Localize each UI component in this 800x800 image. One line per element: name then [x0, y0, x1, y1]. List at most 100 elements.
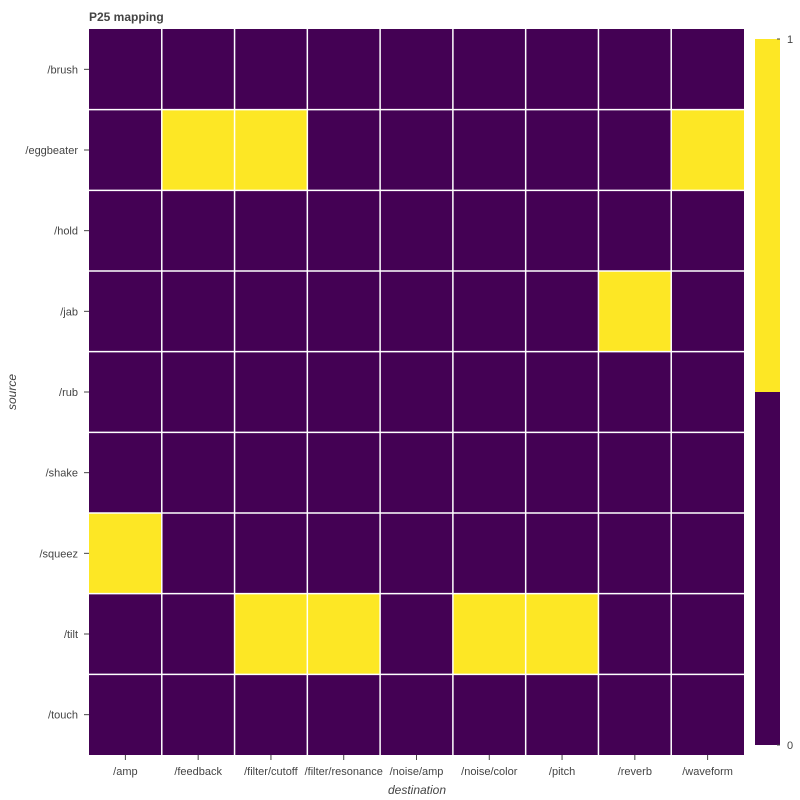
x-tick-label: /feedback [174, 766, 222, 778]
heatmap-cell [161, 593, 235, 675]
heatmap-cell [525, 271, 599, 352]
heatmap-cell [89, 513, 162, 594]
heatmap-cell [89, 432, 162, 513]
heatmap-cell [598, 190, 672, 271]
heatmap-cell [452, 513, 526, 594]
heatmap-cell [307, 513, 381, 594]
heatmap-cell [234, 432, 308, 513]
heatmap-cell [234, 513, 308, 594]
heatmap-cell [525, 190, 599, 271]
colorbar-low-segment [755, 392, 780, 745]
heatmap-cell [307, 674, 381, 755]
heatmap-cell [598, 109, 672, 191]
y-tick-label: /tilt [64, 629, 78, 641]
heatmap-cell [161, 29, 235, 110]
x-tick-label: /reverb [618, 766, 652, 778]
heatmap-cell [307, 351, 381, 433]
heatmap-cell [598, 674, 672, 755]
heatmap-cell [452, 674, 526, 755]
heatmap-cell [380, 29, 453, 110]
colorbar-tick-label: 1 [787, 34, 793, 46]
heatmap-cell [89, 351, 162, 433]
heatmap-cell [671, 29, 744, 110]
heatmap-cell [161, 271, 235, 352]
y-axis-ticks: /brush/eggbeater/hold/jab/rub/shake/sque… [25, 64, 89, 722]
heatmap-cell [671, 190, 744, 271]
heatmap-cell [525, 109, 599, 191]
y-axis-label: source [5, 374, 19, 410]
y-tick-label: /squeez [39, 548, 78, 560]
heatmap-cell [380, 674, 453, 755]
heatmap-cell [307, 109, 381, 191]
heatmap-cell [525, 593, 599, 675]
heatmap-cell [380, 351, 453, 433]
colorbar-tick-label: 0 [787, 740, 793, 752]
y-tick-label: /hold [54, 226, 78, 238]
heatmap-cell [234, 351, 308, 433]
x-tick-label: /filter/cutoff [244, 766, 299, 778]
heatmap-cell [380, 109, 453, 191]
heatmap-cell [234, 190, 308, 271]
chart-title: P25 mapping [89, 10, 164, 24]
heatmap-cell [380, 513, 453, 594]
y-tick-label: /brush [47, 64, 78, 76]
heatmap-cell [525, 513, 599, 594]
heatmap-cell [161, 351, 235, 433]
heatmap-cell [161, 674, 235, 755]
x-tick-label: /waveform [682, 766, 733, 778]
colorbar-high-segment [755, 39, 780, 392]
heatmap-cell [452, 190, 526, 271]
heatmap-cell [234, 29, 308, 110]
heatmap-cell [161, 190, 235, 271]
x-axis-ticks: /amp/feedback/filter/cutoff/filter/reson… [113, 755, 733, 778]
heatmap-cell [671, 513, 744, 594]
heatmap-cell [380, 593, 453, 675]
heatmap-cell [307, 593, 381, 675]
heatmap-cell [89, 190, 162, 271]
heatmap-cell [89, 109, 162, 191]
heatmap-cell [89, 29, 162, 110]
y-tick-label: /jab [60, 306, 78, 318]
heatmap-cell [307, 29, 381, 110]
heatmap-cell [525, 674, 599, 755]
heatmap-cell [89, 271, 162, 352]
y-tick-label: /touch [48, 710, 78, 722]
heatmap-cell [307, 271, 381, 352]
heatmap-cell [380, 190, 453, 271]
heatmap-cell [380, 432, 453, 513]
heatmap-cell [671, 593, 744, 675]
heatmap-cell [598, 432, 672, 513]
heatmap-cell [598, 351, 672, 433]
heatmap-cell [380, 271, 453, 352]
heatmap-cell [234, 674, 308, 755]
heatmap-cell [452, 432, 526, 513]
heatmap-cell [89, 593, 162, 675]
x-tick-label: /filter/resonance [305, 766, 383, 778]
heatmap-cell [598, 29, 672, 110]
heatmap-cell [161, 109, 235, 191]
heatmap-cell [452, 29, 526, 110]
heatmap-grid [89, 29, 744, 755]
x-tick-label: /noise/color [461, 766, 518, 778]
heatmap-cell [671, 351, 744, 433]
y-tick-label: /shake [46, 468, 78, 480]
heatmap-cell [307, 432, 381, 513]
heatmap-cell [671, 109, 744, 191]
heatmap-cell [452, 351, 526, 433]
heatmap-cell [307, 190, 381, 271]
y-tick-label: /rub [59, 387, 78, 399]
heatmap-cell [671, 432, 744, 513]
heatmap-cell [452, 271, 526, 352]
heatmap-cell [525, 351, 599, 433]
heatmap-cell [161, 432, 235, 513]
heatmap-cell [598, 593, 672, 675]
x-tick-label: /noise/amp [390, 766, 444, 778]
heatmap-cell [452, 593, 526, 675]
heatmap-cell [234, 109, 308, 191]
heatmap-cell [234, 271, 308, 352]
x-axis-label: destination [388, 783, 446, 797]
heatmap-cell [234, 593, 308, 675]
heatmap-cell [671, 674, 744, 755]
